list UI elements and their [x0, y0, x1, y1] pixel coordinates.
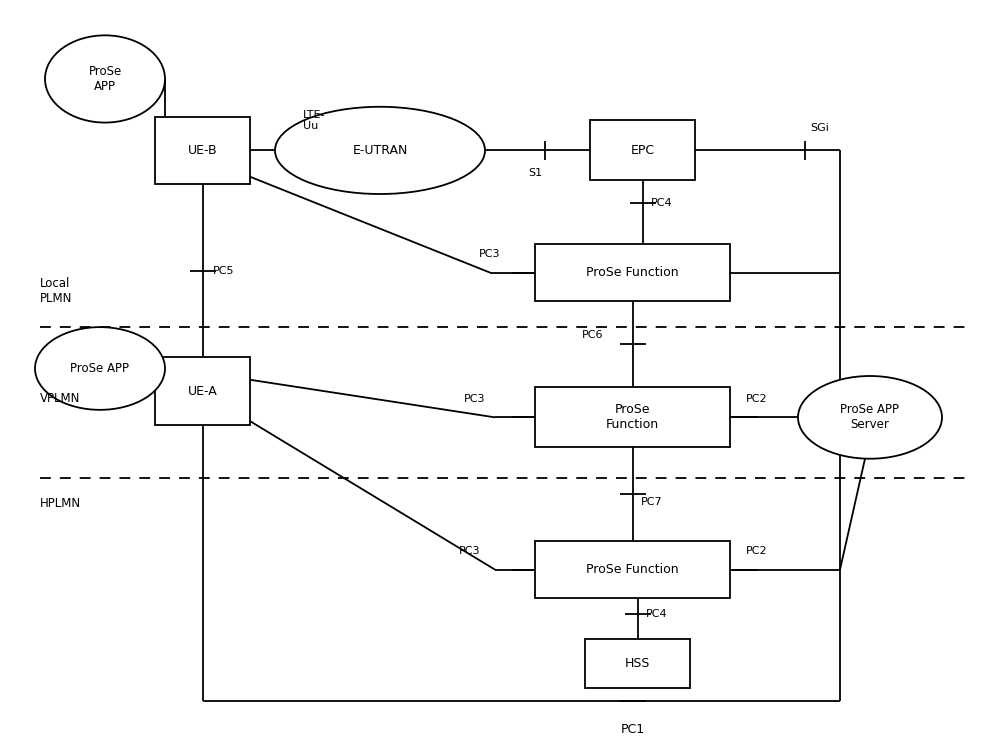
Text: PC1: PC1 — [620, 723, 645, 736]
Text: ProSe Function: ProSe Function — [586, 563, 679, 576]
Text: S1: S1 — [528, 168, 542, 178]
Text: HSS: HSS — [625, 657, 650, 670]
Text: SGi: SGi — [810, 123, 829, 133]
Text: Local
PLMN: Local PLMN — [40, 277, 72, 305]
Text: PC3: PC3 — [464, 393, 486, 404]
Ellipse shape — [275, 107, 485, 194]
Text: ProSe APP
Server: ProSe APP Server — [840, 403, 900, 432]
Bar — [590, 120, 695, 180]
Bar — [155, 357, 250, 425]
Text: PC2: PC2 — [746, 393, 768, 404]
Text: HPLMN: HPLMN — [40, 497, 81, 511]
Text: PC3: PC3 — [479, 249, 501, 259]
Text: VPLMN: VPLMN — [40, 392, 80, 405]
Text: UE-B: UE-B — [188, 144, 217, 157]
Ellipse shape — [798, 376, 942, 459]
Text: ProSe Function: ProSe Function — [586, 266, 679, 279]
Text: EPC: EPC — [630, 144, 655, 157]
Text: ProSe
Function: ProSe Function — [606, 403, 659, 432]
Text: PC6: PC6 — [582, 330, 603, 340]
Text: PC2: PC2 — [746, 546, 768, 556]
Text: E-UTRAN: E-UTRAN — [352, 144, 408, 157]
Bar — [585, 639, 690, 688]
Text: PC7: PC7 — [641, 497, 662, 507]
Text: PC4: PC4 — [650, 198, 672, 208]
Bar — [155, 117, 250, 184]
Text: ProSe APP: ProSe APP — [70, 362, 130, 375]
Ellipse shape — [45, 35, 165, 123]
Text: UE-A: UE-A — [188, 384, 217, 398]
Text: PC4: PC4 — [646, 609, 667, 620]
Bar — [535, 244, 730, 301]
Ellipse shape — [35, 327, 165, 410]
Bar — [535, 541, 730, 598]
Text: PC5: PC5 — [213, 265, 234, 276]
Text: PC3: PC3 — [459, 546, 481, 556]
Text: ProSe
APP: ProSe APP — [88, 65, 122, 93]
Bar — [535, 387, 730, 447]
Text: LTE-
Uu: LTE- Uu — [303, 110, 326, 131]
